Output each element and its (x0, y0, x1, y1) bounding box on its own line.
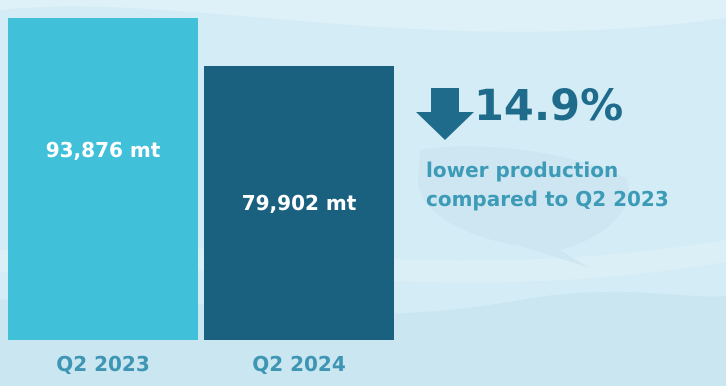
change-note-line1: lower production (426, 158, 619, 182)
x-tick-label: Q2 2023 (56, 352, 150, 376)
bar-value-label: 79,902 mt (241, 191, 357, 215)
change-percentage: 14.9% (474, 81, 624, 131)
x-tick-label: Q2 2024 (252, 352, 346, 376)
change-note: lower production compared to Q2 2023 (426, 156, 726, 214)
bar-q2-2024: 79,902 mt (204, 66, 394, 340)
down-arrow-icon (416, 88, 474, 140)
bar-q2-2023: 93,876 mt (8, 18, 198, 340)
bar-value-label: 93,876 mt (45, 138, 161, 162)
change-note-line2: compared to Q2 2023 (426, 187, 669, 211)
